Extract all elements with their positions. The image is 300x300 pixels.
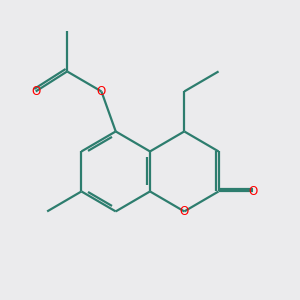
Text: O: O — [180, 205, 189, 218]
Text: O: O — [31, 85, 40, 98]
Text: O: O — [248, 185, 257, 198]
Text: O: O — [97, 85, 106, 98]
